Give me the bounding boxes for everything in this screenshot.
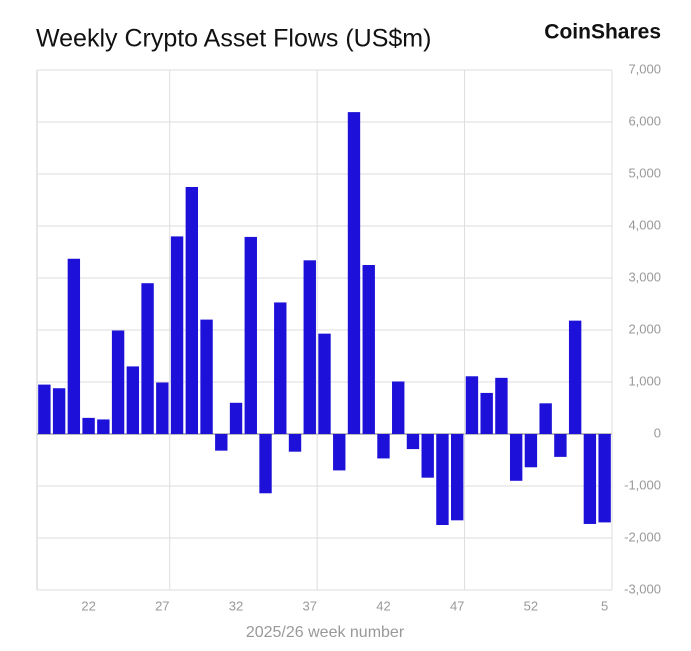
bar — [480, 392, 493, 434]
chart-title: Weekly Crypto Asset Flows (US$m) — [36, 25, 431, 53]
bar — [97, 419, 110, 434]
bar — [52, 388, 66, 434]
x-tick-label: 32 — [229, 598, 243, 613]
x-tick-label: 22 — [81, 598, 95, 613]
x-tick-label: 52 — [524, 598, 538, 613]
bar — [303, 260, 316, 434]
bar — [524, 434, 538, 468]
x-tick-label: 5 — [601, 598, 608, 613]
bar — [406, 434, 420, 450]
y-tick-label: 6,000 — [628, 113, 661, 128]
y-tick-label: 7,000 — [628, 61, 661, 76]
bar — [170, 236, 184, 434]
bar — [333, 434, 346, 471]
bar — [259, 434, 272, 494]
bar — [392, 381, 405, 434]
bar — [229, 402, 243, 434]
x-tick-label: 27 — [155, 598, 169, 613]
grid — [36, 69, 613, 591]
bar — [451, 434, 464, 521]
bar — [318, 333, 331, 434]
y-tick-label: 1,000 — [628, 373, 661, 388]
y-tick-label: 0 — [654, 425, 661, 440]
bar — [82, 417, 95, 434]
bar — [568, 320, 582, 434]
bar — [141, 283, 154, 434]
y-tick-label: 5,000 — [628, 165, 661, 180]
bar — [244, 236, 257, 434]
x-axis-label: 2025/26 week number — [246, 624, 405, 641]
bars — [38, 112, 611, 525]
x-tick-label: 47 — [450, 598, 464, 613]
bar — [288, 434, 302, 452]
bar — [583, 434, 597, 524]
bar — [362, 265, 375, 434]
bar — [215, 434, 228, 451]
x-tick-label: 37 — [303, 598, 317, 613]
bar — [67, 258, 81, 434]
bar — [539, 403, 552, 434]
y-tick-label: -2,000 — [624, 529, 661, 544]
y-tick-label: -3,000 — [624, 581, 661, 596]
bar — [554, 434, 567, 457]
y-tick-label: 2,000 — [628, 321, 661, 336]
bar — [495, 377, 508, 434]
bar — [509, 434, 523, 481]
bar — [126, 366, 140, 434]
bar — [377, 434, 390, 459]
y-tick-label: 4,000 — [628, 217, 661, 232]
brand-logo: CoinShares — [544, 21, 661, 44]
bar — [465, 376, 479, 434]
y-tick-label: -1,000 — [624, 477, 661, 492]
bar — [598, 434, 611, 523]
bar — [156, 382, 169, 434]
bar — [274, 302, 287, 434]
bar — [185, 187, 198, 434]
bar — [38, 384, 51, 434]
x-tick-label: 42 — [376, 598, 390, 613]
bar — [200, 319, 213, 434]
y-tick-label: 3,000 — [628, 269, 661, 284]
bar — [436, 434, 449, 525]
bar — [347, 112, 361, 435]
bar — [111, 330, 125, 434]
bar — [421, 434, 434, 478]
